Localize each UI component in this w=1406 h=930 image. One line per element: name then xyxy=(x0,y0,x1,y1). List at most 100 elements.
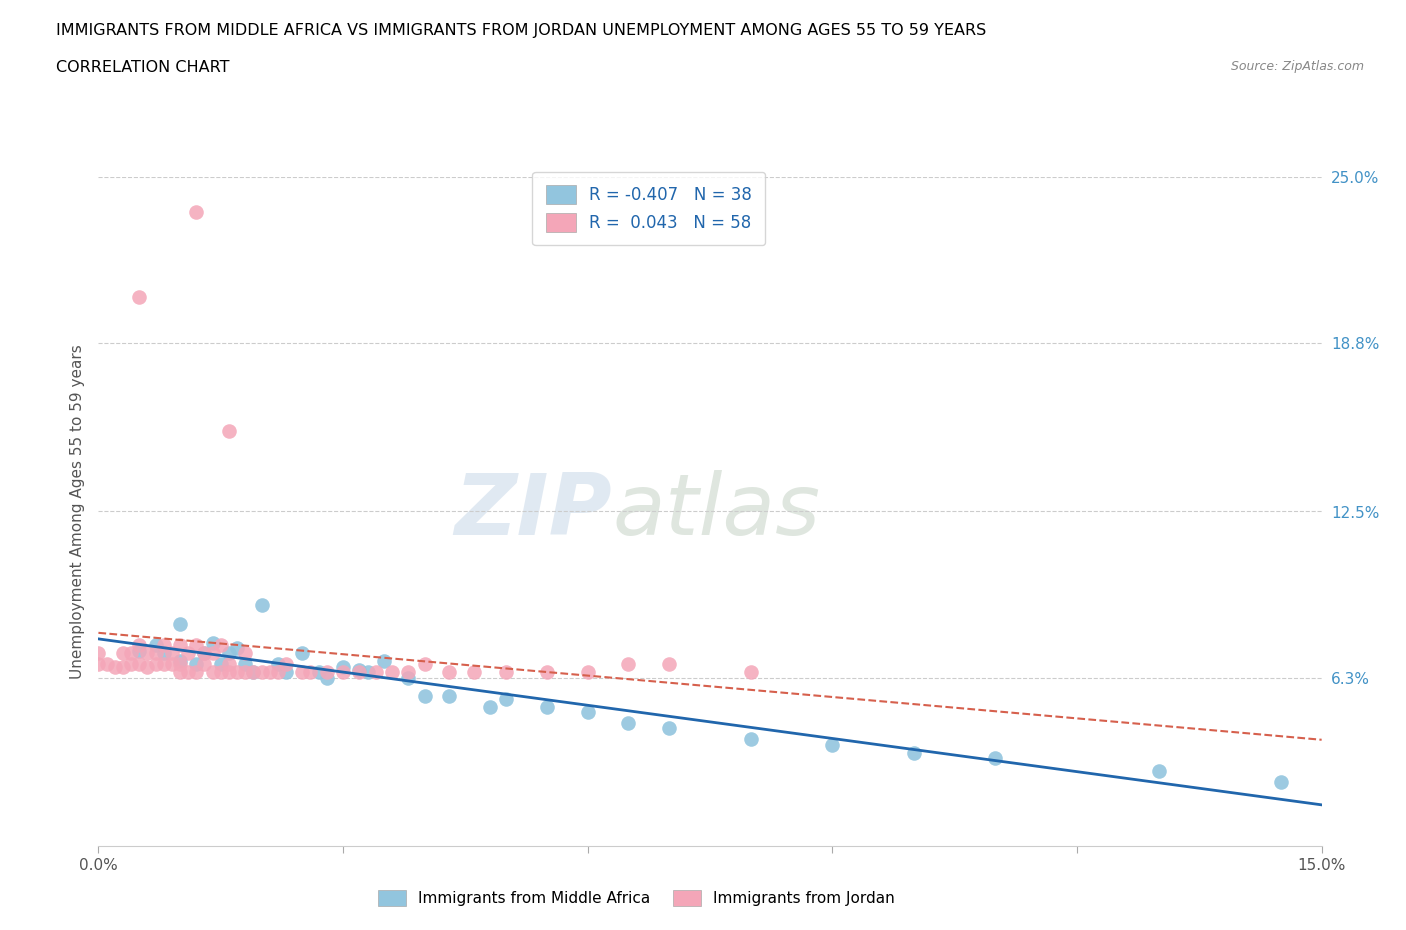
Point xyxy=(169,638,191,653)
Point xyxy=(396,665,419,680)
Point xyxy=(186,657,208,671)
Point xyxy=(274,657,297,671)
Point xyxy=(152,657,174,671)
Point xyxy=(364,665,387,680)
Point xyxy=(160,657,183,671)
Point xyxy=(740,732,762,747)
Point xyxy=(478,699,501,714)
Point xyxy=(356,665,378,680)
Point xyxy=(177,665,200,680)
Point xyxy=(349,662,371,677)
Point xyxy=(226,641,249,656)
Point xyxy=(267,657,290,671)
Point xyxy=(186,638,208,653)
Point xyxy=(250,665,273,680)
Point xyxy=(437,665,460,680)
Point xyxy=(536,665,558,680)
Point xyxy=(209,665,232,680)
Text: ZIP: ZIP xyxy=(454,470,612,553)
Point xyxy=(177,646,200,661)
Point xyxy=(128,290,150,305)
Point xyxy=(111,659,134,674)
Point xyxy=(1147,764,1170,778)
Point xyxy=(120,657,142,671)
Point xyxy=(413,657,436,671)
Point xyxy=(396,671,419,685)
Point xyxy=(984,751,1007,765)
Point xyxy=(96,657,118,671)
Point xyxy=(315,665,337,680)
Point xyxy=(111,646,134,661)
Point xyxy=(145,657,167,671)
Point xyxy=(218,424,240,439)
Point xyxy=(821,737,844,752)
Text: Source: ZipAtlas.com: Source: ZipAtlas.com xyxy=(1230,60,1364,73)
Point xyxy=(250,598,273,613)
Point xyxy=(226,665,249,680)
Point xyxy=(259,665,281,680)
Point xyxy=(274,665,297,680)
Text: CORRELATION CHART: CORRELATION CHART xyxy=(56,60,229,75)
Point xyxy=(218,665,240,680)
Point xyxy=(120,646,142,661)
Point xyxy=(233,665,256,680)
Point xyxy=(128,638,150,653)
Point xyxy=(463,665,485,680)
Point xyxy=(658,657,681,671)
Legend: Immigrants from Middle Africa, Immigrants from Jordan: Immigrants from Middle Africa, Immigrant… xyxy=(373,884,901,912)
Text: IMMIGRANTS FROM MIDDLE AFRICA VS IMMIGRANTS FROM JORDAN UNEMPLOYMENT AMONG AGES : IMMIGRANTS FROM MIDDLE AFRICA VS IMMIGRA… xyxy=(56,23,987,38)
Point xyxy=(145,638,167,653)
Point xyxy=(169,665,191,680)
Point xyxy=(209,638,232,653)
Point xyxy=(87,646,110,661)
Point xyxy=(193,646,215,661)
Point xyxy=(209,657,232,671)
Point xyxy=(169,617,191,631)
Point xyxy=(186,665,208,680)
Point xyxy=(169,657,191,671)
Point xyxy=(160,646,183,661)
Point xyxy=(136,646,159,661)
Point xyxy=(381,665,404,680)
Point xyxy=(267,665,290,680)
Point xyxy=(495,665,517,680)
Point xyxy=(308,665,330,680)
Point xyxy=(617,657,640,671)
Point xyxy=(291,665,314,680)
Point xyxy=(536,699,558,714)
Point xyxy=(218,657,240,671)
Point xyxy=(145,646,167,661)
Point xyxy=(658,721,681,736)
Point xyxy=(413,689,436,704)
Point xyxy=(740,665,762,680)
Point xyxy=(437,689,460,704)
Point xyxy=(233,646,256,661)
Point xyxy=(152,638,174,653)
Point xyxy=(1270,775,1292,790)
Point xyxy=(495,692,517,707)
Point xyxy=(315,671,337,685)
Point xyxy=(128,657,150,671)
Point xyxy=(201,646,224,661)
Point xyxy=(104,659,127,674)
Point xyxy=(332,659,354,674)
Point xyxy=(576,705,599,720)
Point xyxy=(576,665,599,680)
Point xyxy=(87,657,110,671)
Point xyxy=(201,665,224,680)
Point xyxy=(242,665,264,680)
Point xyxy=(332,665,354,680)
Point xyxy=(152,646,174,661)
Point xyxy=(193,646,215,661)
Y-axis label: Unemployment Among Ages 55 to 59 years: Unemployment Among Ages 55 to 59 years xyxy=(69,344,84,679)
Point xyxy=(233,657,256,671)
Text: atlas: atlas xyxy=(612,470,820,553)
Point xyxy=(186,204,208,219)
Point xyxy=(218,646,240,661)
Point xyxy=(201,635,224,650)
Point xyxy=(193,657,215,671)
Point xyxy=(291,646,314,661)
Point xyxy=(903,745,925,760)
Point xyxy=(299,665,322,680)
Point xyxy=(128,644,150,658)
